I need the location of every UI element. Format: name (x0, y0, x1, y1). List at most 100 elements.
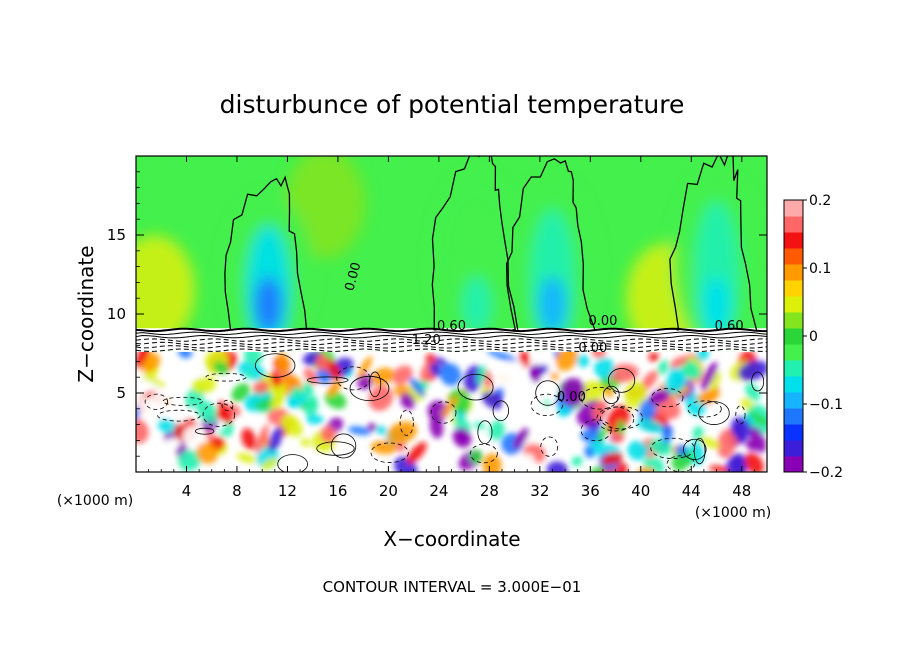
lower-contour (144, 393, 169, 410)
turbulence-cell (608, 363, 639, 383)
lower-contour (600, 406, 643, 430)
turbulence-cell (670, 356, 689, 368)
warm-spot (136, 235, 195, 346)
turbulence-cell (144, 447, 169, 470)
lower-contour (336, 366, 371, 391)
plume-base (254, 276, 283, 333)
turbulence-cell (624, 381, 647, 409)
colorbar-swatch (784, 456, 803, 473)
turbulence-cell (409, 377, 425, 397)
lower-contour (651, 388, 684, 408)
turbulence-cell (400, 392, 416, 410)
turbulence-cell (196, 400, 219, 424)
lower-contour (735, 405, 746, 425)
turbulence-cell (241, 428, 257, 450)
lower-contour (682, 438, 707, 460)
x-tick-label: 24 (429, 482, 448, 500)
turbulence-cell (255, 424, 269, 454)
turbulence-cell (638, 398, 657, 422)
chart-title: disturbunce of potential temperature (220, 90, 685, 119)
colorbar-swatch (784, 216, 803, 233)
turbulence-cell (196, 442, 218, 464)
zero-contour (224, 175, 308, 331)
turbulence-cell (193, 365, 204, 377)
turbulence-cell (747, 411, 767, 426)
turbulence-cell (370, 440, 398, 455)
upper-layer-shading (136, 156, 762, 354)
lower-contour (530, 393, 563, 416)
contour-labels: 0.000.601.200.000.000.000.60 (342, 261, 743, 405)
turbulence-cell (523, 377, 551, 396)
colorbar-swatch (784, 344, 803, 361)
turbulence-cell (327, 379, 342, 397)
lower-contour (306, 376, 349, 384)
turbulence-cell (657, 359, 669, 376)
turbulence-cell (271, 383, 287, 410)
turbulence-cell (376, 425, 388, 435)
lower-contour (430, 401, 457, 424)
turbulence-cell (357, 356, 373, 379)
lower-contour (162, 396, 203, 406)
inversion-contour (136, 334, 767, 339)
turbulence-cell (556, 405, 570, 417)
lower-contour (157, 409, 201, 422)
colorbar-swatch (784, 360, 803, 377)
x-tick-label: 40 (631, 482, 650, 500)
lower-contour (687, 400, 722, 418)
x-unit-right: (×1000 m) (695, 505, 771, 521)
turbulence-cell (627, 440, 649, 461)
contour-label: 0.00 (557, 390, 586, 405)
inversion-contour (136, 327, 767, 333)
contour-label: 0.60 (437, 319, 466, 334)
colorbar-swatch (784, 440, 803, 457)
turbulence-cell (744, 452, 764, 472)
turbulence-cell (680, 359, 701, 380)
lower-contour (650, 437, 696, 459)
colorbar-swatch (784, 264, 803, 281)
turbulence-cell (594, 357, 615, 379)
turbulence-cell (496, 361, 526, 388)
turbulence-cell (165, 437, 182, 448)
turbulence-cell (482, 453, 502, 472)
contour-interval-footer: CONTOUR INTERVAL = 3.000E−01 (323, 578, 582, 596)
turbulence-cell (555, 346, 578, 371)
turbulence-cell (740, 398, 754, 411)
colorbar-tick-label: −0.2 (809, 465, 843, 481)
lower-contour (457, 373, 494, 401)
turbulence-cell (305, 386, 314, 395)
turbulence-cell (662, 427, 673, 444)
turbulence-cell (562, 390, 583, 407)
colorbar-swatch (784, 312, 803, 329)
turbulence-cell (136, 461, 148, 472)
x-axis: 4 8 12 16 20 24 28 32 36 40 44 48 (148, 156, 755, 500)
turbulence-cell (571, 456, 583, 467)
turbulence-cell (696, 389, 720, 404)
turbulence-cell (526, 407, 555, 416)
lower-contour (596, 406, 635, 432)
turbulence-cell (745, 440, 758, 451)
inversion-contour (136, 341, 767, 346)
lower-contour (370, 442, 409, 463)
colorbar-swatch (784, 424, 803, 441)
turbulence-cell (268, 426, 283, 452)
lower-contour (205, 372, 247, 382)
turbulence-cell (745, 383, 761, 402)
x-tick-label: 28 (480, 482, 499, 500)
turbulence-cell (347, 426, 372, 436)
lower-contour (470, 443, 498, 464)
x-tick-label: 44 (682, 482, 701, 500)
turbulence-cell (578, 380, 604, 404)
x-unit-left: (×1000 m) (57, 493, 133, 509)
contour-lines (136, 156, 767, 472)
turbulence-cell (496, 386, 505, 395)
turbulence-cell (664, 372, 687, 395)
turbulence-cell (700, 361, 718, 391)
turbulence-cell (182, 425, 205, 449)
lower-contour (535, 380, 561, 406)
turbulence-cell (709, 465, 729, 472)
turbulence-cell (252, 380, 270, 394)
turbulence-cell (138, 396, 155, 414)
colorbar-swatch (784, 248, 803, 265)
lower-contour (580, 419, 612, 442)
plume-base (538, 276, 567, 333)
